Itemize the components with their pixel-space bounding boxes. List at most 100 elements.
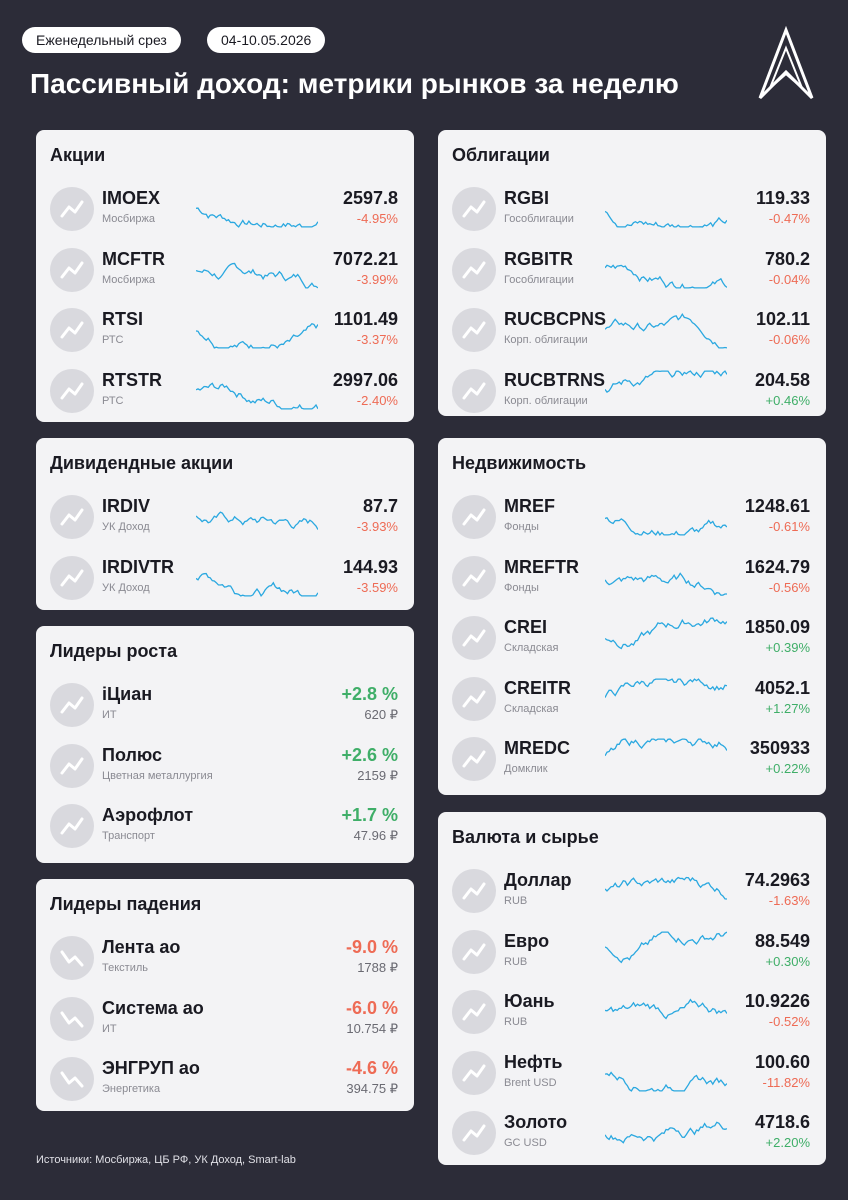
value: 10.9226 [744, 991, 810, 1011]
subtitle: РТС [102, 334, 124, 346]
ticker: CREITR [504, 677, 571, 698]
subtitle: ИТ [102, 1022, 117, 1035]
date-pill: 04-10.05.2026 [207, 27, 326, 53]
sparkline [605, 876, 727, 900]
sparkline [196, 322, 318, 349]
value: 102.11 [755, 309, 810, 329]
change: -6.0 % [345, 997, 398, 1018]
ticker: Юань [504, 991, 555, 1011]
ticker: Доллар [504, 870, 572, 890]
sparkline [605, 1121, 727, 1144]
subtitle: Домклик [504, 763, 548, 775]
sparkline [605, 571, 727, 596]
sparkline [196, 262, 318, 289]
sparkline [605, 210, 727, 228]
subtitle: Транспорт [102, 830, 155, 842]
change: +1.7 % [341, 805, 398, 825]
ticker: Аэрофлот [102, 805, 194, 825]
section-title: Валюта и сырье [452, 827, 599, 847]
change: -4.6 % [345, 1058, 398, 1078]
ticker: IRDIVTR [102, 556, 174, 577]
item-icon [452, 247, 496, 292]
change: +0.30% [765, 953, 810, 969]
section-card [438, 130, 826, 416]
value: 4052.1 [754, 677, 810, 698]
sparkline [605, 517, 727, 536]
subtitle: RUB [504, 895, 528, 907]
item-icon [50, 308, 94, 352]
price: 47.96 ₽ [353, 828, 398, 843]
sparkline [605, 738, 727, 757]
ticker: Лента ао [102, 937, 181, 957]
sparkline [196, 511, 318, 530]
item-icon [452, 555, 496, 600]
item-icon [50, 936, 94, 980]
value: 204.58 [754, 369, 810, 390]
item-icon [50, 1057, 94, 1101]
sparkline [196, 572, 318, 597]
value: 87.7 [362, 496, 398, 516]
sources: Источники: Мосбиржа, ЦБ РФ, УК Доход, Sm… [36, 1154, 296, 1166]
value: 1624.79 [744, 556, 810, 577]
value: 350933 [749, 738, 810, 758]
change: -0.52% [768, 1014, 810, 1029]
value: 1101.49 [333, 309, 398, 329]
change: +0.22% [765, 761, 810, 776]
item-icon [50, 804, 94, 848]
price: 394.75 ₽ [346, 1081, 398, 1096]
change: -0.61% [768, 519, 810, 534]
item-icon [452, 1050, 496, 1095]
section-card [36, 626, 414, 863]
item-icon [452, 869, 496, 913]
ticker: RTSI [102, 309, 144, 329]
value: 1850.09 [744, 617, 810, 637]
ticker: RTSTR [102, 369, 162, 390]
section-card [36, 879, 414, 1111]
price: 1788 ₽ [357, 960, 398, 975]
subtitle: РТС [102, 394, 124, 407]
sparkline [605, 369, 727, 393]
section-card [36, 130, 414, 422]
subtitle: Складская [504, 642, 559, 654]
subtitle: ИТ [102, 709, 117, 721]
price: 10.754 ₽ [346, 1020, 398, 1036]
subtitle: RUB [504, 1016, 528, 1028]
item-icon [452, 737, 496, 781]
change: +2.6 % [341, 744, 398, 765]
section-card [438, 438, 826, 795]
subtitle: Brent USD [504, 1076, 557, 1089]
change: -0.47% [768, 211, 810, 226]
price: 620 ₽ [364, 707, 398, 722]
subtitle: Корп. облигации [504, 334, 588, 346]
value: 144.93 [342, 556, 398, 577]
change: -3.99% [356, 271, 398, 287]
change: -0.56% [768, 579, 810, 595]
item-icon [50, 743, 94, 788]
change: -9.0 % [345, 937, 398, 957]
tag-pill: Еженедельный срез [22, 27, 181, 53]
ticker: Золото [504, 1112, 568, 1132]
section-title: Акции [50, 145, 106, 165]
ticker: MCFTR [102, 248, 165, 269]
section-title: Облигации [452, 145, 550, 165]
sparkline [605, 617, 727, 650]
sparkline [605, 263, 727, 289]
item-icon [50, 495, 94, 539]
value: 100.60 [754, 1051, 810, 1072]
ticker: RGBI [504, 188, 549, 208]
item-icon [452, 929, 496, 974]
change: -1.63% [768, 893, 810, 908]
change: -0.04% [768, 271, 810, 287]
ticker: Нефть [504, 1051, 563, 1072]
subtitle: Фонды [504, 521, 539, 533]
ticker: RGBITR [504, 248, 573, 269]
change: +1.27% [765, 700, 810, 716]
sparkline [196, 207, 318, 228]
ticker: Система ао [102, 997, 204, 1018]
section-title: Дивидендные акции [50, 453, 234, 473]
page-title: Пассивный доход: метрики рынков за недел… [30, 68, 679, 99]
section-card [36, 438, 414, 610]
value: 2597.8 [342, 188, 398, 208]
ticker: iЦиан [102, 684, 153, 704]
